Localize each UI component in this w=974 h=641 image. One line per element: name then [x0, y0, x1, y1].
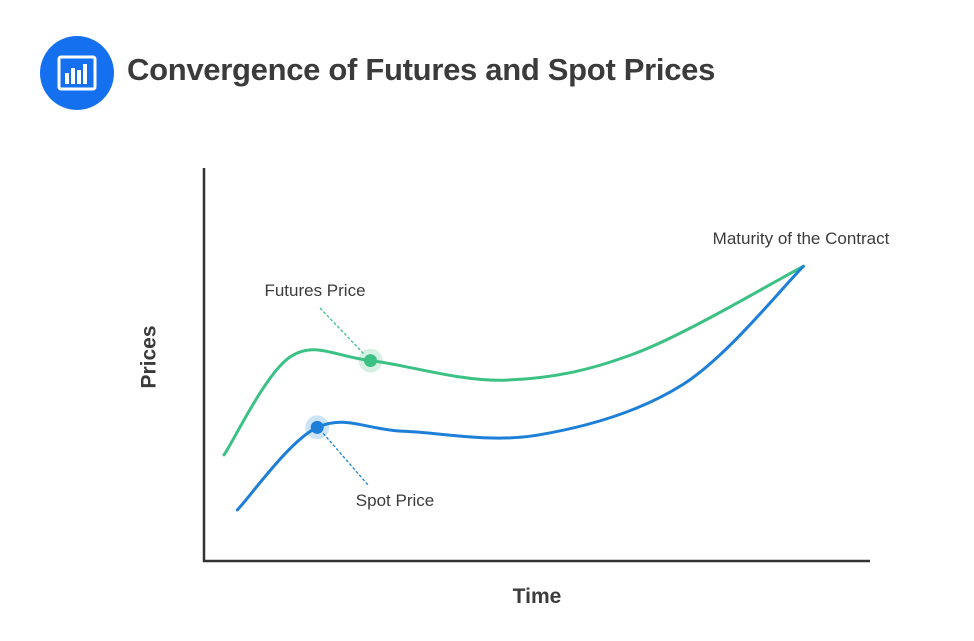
futures-price-label: Futures Price	[264, 281, 365, 300]
x-axis-label: Time	[513, 585, 562, 608]
maturity-label: Maturity of the Contract	[713, 229, 890, 248]
page-title: Convergence of Futures and Spot Prices	[127, 52, 716, 87]
futures-callout-line	[319, 307, 365, 356]
spot-callout-line	[322, 432, 369, 486]
spot-marker	[310, 420, 324, 434]
bar-chart-icon	[40, 36, 114, 110]
spot-price-line	[235, 264, 805, 512]
futures-marker	[364, 354, 377, 368]
spot-price-label: Spot Price	[356, 491, 434, 510]
futures-price-line	[222, 264, 805, 457]
y-axis-label: Prices	[138, 325, 161, 388]
